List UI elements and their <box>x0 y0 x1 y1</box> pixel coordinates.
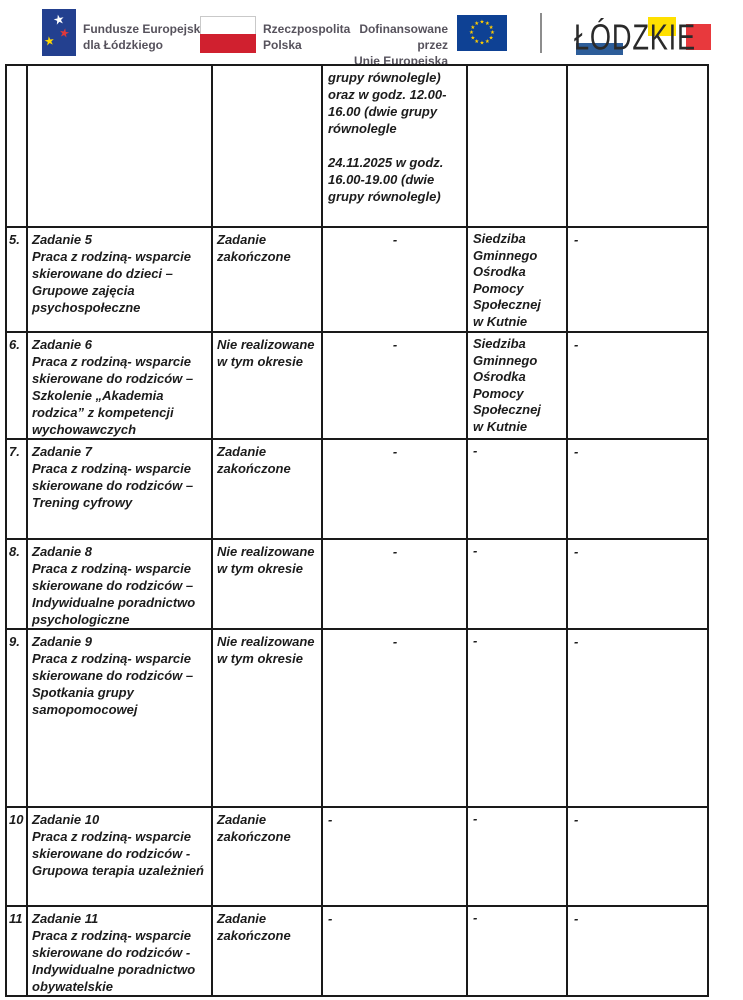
row-number-cell: 10 <box>7 808 28 907</box>
status-cell: Zadanie zakończone <box>213 907 323 995</box>
svg-text:★: ★ <box>480 40 485 47</box>
notes-cell: - <box>568 333 707 440</box>
location-cell: Siedziba Gminnego Ośrodka Pomocy Społecz… <box>468 333 568 440</box>
svg-text:★: ★ <box>485 20 490 27</box>
task-cell: Zadanie 11 Praca z rodziną- wsparcie ski… <box>28 907 213 995</box>
notes-cell: - <box>568 540 707 630</box>
row-number-cell: 6. <box>7 333 28 440</box>
schedule-cell: - <box>323 440 468 540</box>
schedule-cell: - <box>323 228 468 333</box>
eu-funds-label: Fundusze Europejskie dla Łódzkiego <box>83 22 211 52</box>
task-cell: Zadanie 8 Praca z rodziną- wsparcie skie… <box>28 540 213 630</box>
row-number-cell: 8. <box>7 540 28 630</box>
notes-cell: - <box>568 630 707 808</box>
location-cell: Siedziba Gminnego Ośrodka Pomocy Społecz… <box>468 228 568 333</box>
task-cell: Zadanie 9 Praca z rodziną- wsparcie skie… <box>28 630 213 808</box>
svg-text:★: ★ <box>474 38 479 45</box>
task-cell: Zadanie 6 Praca z rodziną- wsparcie skie… <box>28 333 213 440</box>
status-cell: Nie realizowane w tym okresie <box>213 630 323 808</box>
status-cell <box>213 66 323 228</box>
location-cell: - <box>468 630 568 808</box>
row-number-cell: 5. <box>7 228 28 333</box>
notes-cell <box>568 66 707 228</box>
logo-header: ★ ★ ★ Fundusze Europejskie dla Łódzkiego… <box>0 0 743 68</box>
status-cell: Zadanie zakończone <box>213 440 323 540</box>
location-cell: - <box>468 440 568 540</box>
svg-text:★: ★ <box>485 38 490 45</box>
task-cell <box>28 66 213 228</box>
red-star-icon: ★ <box>57 25 71 41</box>
svg-text:★: ★ <box>489 24 494 31</box>
lodzkie-yellow-accent <box>648 17 676 36</box>
svg-text:★: ★ <box>470 34 475 41</box>
status-cell: Nie realizowane w tym okresie <box>213 540 323 630</box>
notes-cell: - <box>568 228 707 333</box>
row-number-cell <box>7 66 28 228</box>
svg-text:★: ★ <box>474 20 479 27</box>
status-cell: Nie realizowane w tym okresie <box>213 333 323 440</box>
status-cell: Zadanie zakończone <box>213 228 323 333</box>
svg-text:★: ★ <box>469 29 474 36</box>
notes-cell: - <box>574 911 579 926</box>
lodzkie-wordmark: ŁÓDZKIE <box>574 18 696 58</box>
task-cell: Zadanie 7 Praca z rodziną- wsparcie skie… <box>28 440 213 540</box>
task-report-table: grupy równolegle) oraz w godz. 12.00- 16… <box>5 64 709 997</box>
notes-cell: - <box>568 440 707 540</box>
schedule-cell: - <box>323 630 468 808</box>
svg-text:★: ★ <box>470 24 475 31</box>
yellow-star-icon: ★ <box>43 33 56 49</box>
status-cell: Zadanie zakończone <box>213 808 323 907</box>
location-cell: - <box>468 907 568 995</box>
location-cell <box>468 66 568 228</box>
location-cell: - <box>468 540 568 630</box>
svg-text:★: ★ <box>490 29 495 36</box>
schedule-cell: - <box>323 907 468 995</box>
lodzkie-red-accent <box>686 24 711 50</box>
eu-flag-icon: ★ ★★ ★★★ ★★★ ★★★ <box>457 15 507 51</box>
row-number-cell: 7. <box>7 440 28 540</box>
row-number-cell: 9. <box>7 630 28 808</box>
task-cell: Zadanie 10 Praca z rodziną- wsparcie ski… <box>28 808 213 907</box>
poland-flag-icon <box>200 16 256 53</box>
svg-text:★: ★ <box>480 19 485 26</box>
eu-funds-flag-icon: ★ ★ ★ <box>42 9 76 56</box>
schedule-cell: - <box>323 540 468 630</box>
lodzkie-logo: ŁÓDZKIE <box>574 12 714 58</box>
svg-text:★: ★ <box>489 34 494 41</box>
poland-label: Rzeczpospolita Polska <box>263 22 351 52</box>
location-cell: - <box>468 808 568 907</box>
logo-divider <box>540 13 542 53</box>
row-number-cell: 11 <box>7 907 28 995</box>
lodzkie-blue-accent <box>576 43 623 55</box>
notes-cell: - <box>568 808 707 907</box>
schedule-cell: - <box>323 808 468 907</box>
task-cell: Zadanie 5 Praca z rodziną- wsparcie skie… <box>28 228 213 333</box>
schedule-cell: - <box>323 333 468 440</box>
schedule-cell: grupy równolegle) oraz w godz. 12.00- 16… <box>323 66 468 228</box>
eu-funding-label: Dofinansowane przez Unię Europejską <box>353 22 448 68</box>
poland-flag-red-stripe <box>200 34 256 53</box>
